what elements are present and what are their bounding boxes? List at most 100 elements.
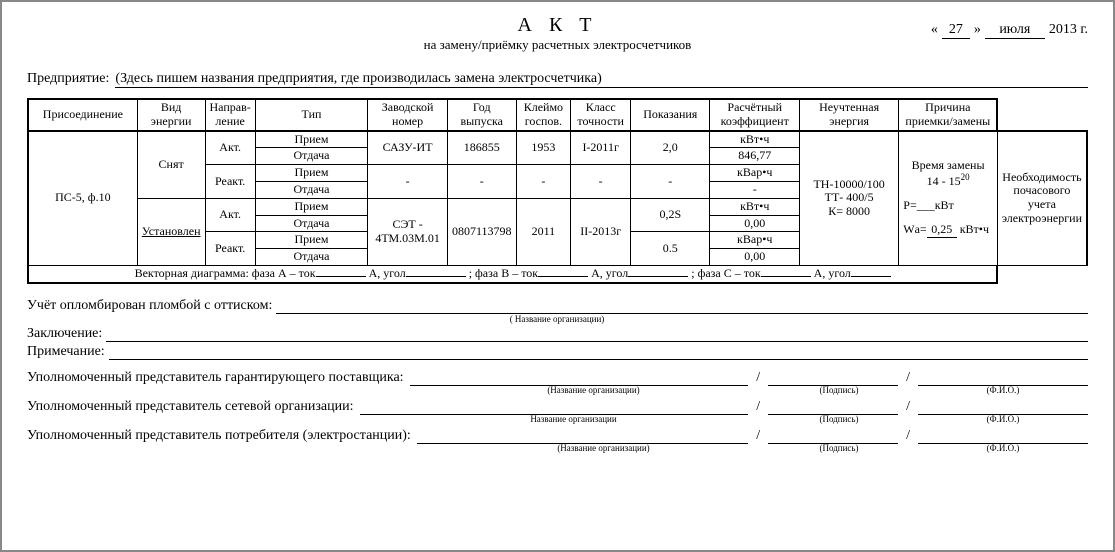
cell-acc3: 0,2S [631, 198, 710, 232]
cell-val2: - [710, 181, 800, 198]
cell-serial2: - [447, 165, 516, 199]
rep3-label: Уполномоченный представитель потребителя… [27, 428, 411, 444]
coeff-l2: ТТ- 400/5 [804, 191, 894, 205]
unacc-l1: Время замены [903, 159, 993, 173]
cell-priem3: Прием [255, 198, 367, 215]
rep1-sign [768, 372, 898, 386]
date-day: 27 [942, 22, 970, 39]
seal-label: Учёт опломбирован пломбой с оттиском: [27, 298, 272, 314]
title-block: А К Т на замену/приёмку расчетных электр… [424, 14, 692, 53]
th-conn: Присоединение [28, 99, 137, 131]
cell-year2: - [516, 165, 571, 199]
rep3-fio [918, 430, 1088, 444]
th-coeff: Расчётный коэффициент [710, 99, 800, 131]
unacc-l2: 14 - 1520 [903, 172, 993, 189]
note-blank [109, 346, 1088, 360]
concl-label: Заключение: [27, 326, 102, 342]
rep1-fio [918, 372, 1088, 386]
rep3-row: Уполномоченный представитель потребителя… [27, 428, 1088, 444]
cell-reakt2: Реакт. [205, 232, 255, 266]
cell-otd1: Отдача [255, 148, 367, 165]
cell-coeff: ТН-10000/100 ТТ- 400/5 К= 8000 [800, 131, 899, 266]
main-table: Присоединение Вид энергии Направ-ление Т… [27, 98, 1088, 284]
date-month: июля [985, 22, 1045, 39]
cell-stamp2: - [571, 165, 631, 199]
seal-blank [276, 300, 1088, 314]
rep2-subs: Название организации (Подпись) (Ф.И.О.) [27, 415, 1088, 424]
rep2-org [360, 401, 749, 415]
coeff-l1: ТН-10000/100 [804, 178, 894, 192]
rep3-sign [768, 430, 898, 444]
cell-year3: 2011 [516, 198, 571, 265]
cell-reason: Необходимость почасового учета электроэн… [997, 131, 1087, 266]
unacc-wa: Wа=0,25 кВт•ч [903, 223, 993, 238]
date-close: » [974, 22, 981, 38]
th-dir: Направ-ление [205, 99, 255, 131]
cell-val4: 0,00 [710, 249, 800, 266]
unacc-p: Р=___кВт [903, 199, 993, 213]
cell-unit2: кВар•ч [710, 165, 800, 182]
th-year: Год выпуска [447, 99, 516, 131]
th-read: Показания [631, 99, 710, 131]
cell-reakt1: Реакт. [205, 165, 255, 199]
rep1-row: Уполномоченный представитель гарантирующ… [27, 370, 1088, 386]
cell-conn: ПС-5, ф.10 [28, 131, 137, 266]
date-block: « 27 » июля 2013 г. [931, 22, 1088, 39]
cell-val3: 0,00 [710, 215, 800, 232]
title-main: А К Т [424, 14, 692, 37]
th-unacc: Неучтенная энергия [800, 99, 899, 131]
rep2-row: Уполномоченный представитель сетевой орг… [27, 399, 1088, 415]
cell-serial1: 186855 [447, 131, 516, 165]
rep1-org [410, 372, 749, 386]
enterprise-row: Предприятие: (Здесь пишем названия предп… [27, 71, 1088, 88]
cell-type2: - [368, 165, 448, 199]
row-rem-akt-priem: ПС-5, ф.10 Снят Акт. Прием САЗУ-ИТ 18685… [28, 131, 1087, 148]
enterprise-value: (Здесь пишем названия предприятия, где п… [115, 71, 1088, 88]
seal-line: Учёт опломбирован пломбой с оттиском: [27, 298, 1088, 314]
date-open: « [931, 22, 938, 38]
rep3-subs: (Название организации) (Подпись) (Ф.И.О.… [27, 444, 1088, 453]
cell-val1: 846,77 [710, 148, 800, 165]
note-line: Примечание: [27, 344, 1088, 360]
cell-type3: СЭТ - 4ТМ.03М.01 [368, 198, 448, 265]
th-acc: Класс точности [571, 99, 631, 131]
vector-row: Векторная диаграмма: фаза А – ток А, уго… [28, 265, 1087, 282]
cell-akt1: Акт. [205, 131, 255, 165]
cell-acc2: - [631, 165, 710, 199]
concl-blank [106, 328, 1088, 342]
cell-acc1: 2,0 [631, 131, 710, 165]
rep1-label: Уполномоченный представитель гарантирующ… [27, 370, 404, 386]
cell-priem2: Прием [255, 165, 367, 182]
cell-otd4: Отдача [255, 249, 367, 266]
note-label: Примечание: [27, 344, 105, 360]
concl-line: Заключение: [27, 326, 1088, 342]
cell-priem1: Прием [255, 131, 367, 148]
rep1-subs: (Название организации) (Подпись) (Ф.И.О.… [27, 386, 1088, 395]
th-type: Тип [255, 99, 367, 131]
cell-priem4: Прием [255, 232, 367, 249]
th-energy: Вид энергии [137, 99, 205, 131]
cell-unit3: кВт•ч [710, 198, 800, 215]
seal-sub: ( Название организации) [457, 314, 657, 324]
cell-type1: САЗУ-ИТ [368, 131, 448, 165]
cell-stamp1: I-2011г [571, 131, 631, 165]
title-sub: на замену/приёмку расчетных электросчетч… [424, 37, 692, 53]
cell-year1: 1953 [516, 131, 571, 165]
cell-unit1: кВт•ч [710, 131, 800, 148]
coeff-l3: К= 8000 [804, 205, 894, 219]
document-page: А К Т на замену/приёмку расчетных электр… [0, 0, 1115, 552]
date-year: 2013 г. [1049, 22, 1088, 38]
cell-otd2: Отдача [255, 181, 367, 198]
th-serial: Заводской номер [368, 99, 448, 131]
header-row: Присоединение Вид энергии Направ-ление Т… [28, 99, 1087, 131]
cell-serial3: 0807113798 [447, 198, 516, 265]
rep2-fio [918, 401, 1088, 415]
rep2-sign [768, 401, 898, 415]
cell-unacc: Время замены 14 - 1520 Р=___кВт Wа=0,25 … [899, 131, 998, 266]
cell-stamp3: II-2013г [571, 198, 631, 265]
th-stamp: Клеймо госпов. [516, 99, 571, 131]
cell-acc4: 0.5 [631, 232, 710, 266]
enterprise-label: Предприятие: [27, 71, 109, 87]
cell-removed: Снят [137, 131, 205, 199]
cell-akt2: Акт. [205, 198, 255, 232]
